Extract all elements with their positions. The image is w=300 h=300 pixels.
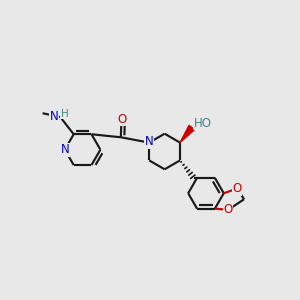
Polygon shape: [180, 125, 194, 142]
Text: O: O: [224, 203, 233, 216]
Text: N: N: [145, 135, 154, 148]
Text: O: O: [232, 182, 242, 195]
Text: N: N: [60, 143, 69, 156]
Text: N: N: [50, 110, 58, 124]
Text: HO: HO: [194, 117, 212, 130]
Text: O: O: [117, 113, 126, 126]
Text: H: H: [61, 109, 69, 119]
